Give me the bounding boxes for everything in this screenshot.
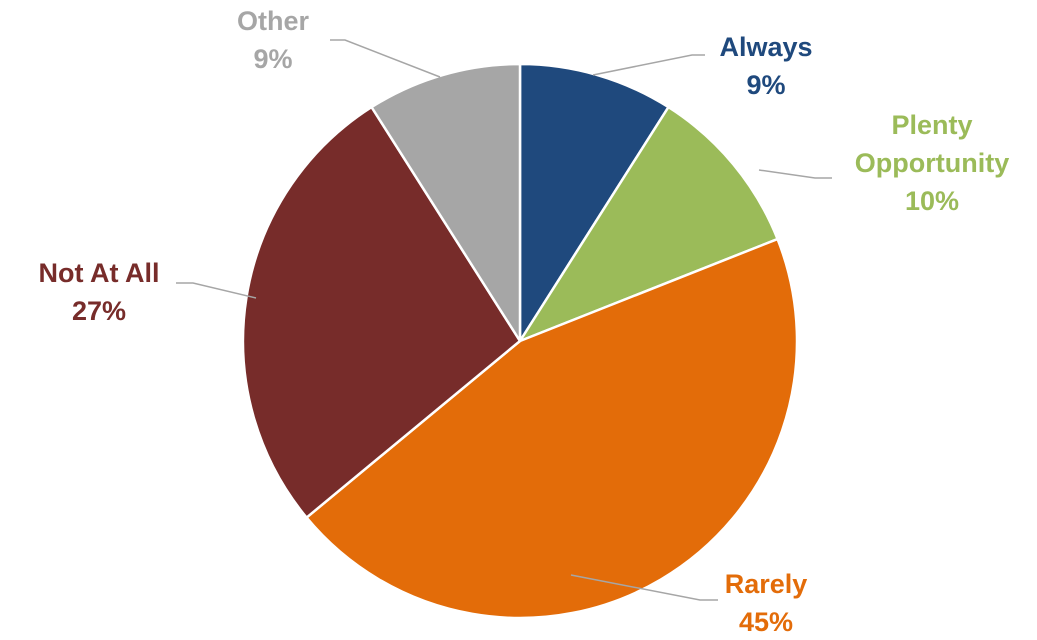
leader-line [330, 39, 441, 78]
data-label-category: Not At All [39, 258, 160, 288]
data-label-category: Always [719, 32, 812, 62]
data-label-category: Rarely [725, 569, 808, 599]
data-label: Always 9% [719, 32, 812, 100]
pie-slice-always [518, 62, 670, 343]
pie-slice-other [370, 62, 522, 343]
leader-lines [176, 39, 832, 601]
data-label: Not At All 27% [39, 258, 160, 326]
data-label: Plenty Opportunity 10% [855, 110, 1009, 216]
leader-line [570, 574, 718, 601]
data-label-percent: 27% [72, 296, 126, 326]
data-label: Other 9% [237, 6, 310, 74]
data-label-category: Opportunity [855, 148, 1009, 178]
data-label-percent: 45% [739, 607, 793, 637]
leader-line [758, 169, 832, 179]
data-label-percent: 9% [746, 70, 785, 100]
pie-slice-not-at-all [241, 105, 522, 519]
pie-slice-rarely [305, 237, 799, 620]
leader-line [176, 282, 257, 299]
pie-slice-plenty-opportunity [518, 105, 779, 343]
data-label: Rarely 45% [725, 569, 808, 637]
data-label-category: Other [237, 6, 310, 36]
data-label-category: Plenty [891, 110, 972, 140]
data-label-percent: 9% [253, 44, 292, 74]
pie-slices [241, 62, 799, 620]
data-label-percent: 10% [905, 186, 959, 216]
data-labels: Always 9% Plenty Opportunity 10% Rarely 45% Not… [39, 6, 1010, 637]
leader-line [592, 54, 705, 76]
